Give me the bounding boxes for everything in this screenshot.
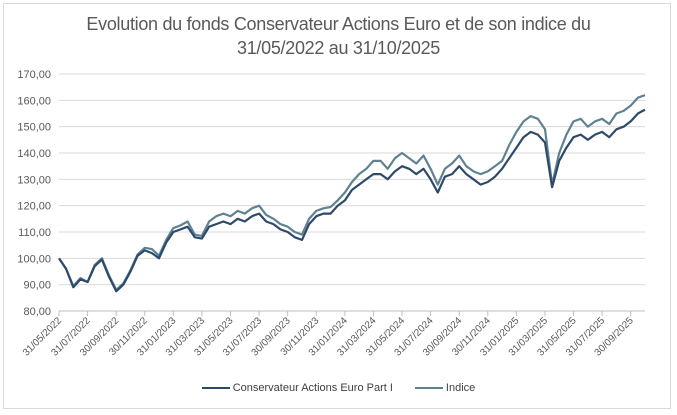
- gridlines: [59, 73, 645, 312]
- series-lines: [58, 94, 646, 293]
- y-tick-label: 150,00: [17, 122, 51, 134]
- legend-label-fund: Conservateur Actions Euro Part I: [232, 382, 393, 394]
- series-line-index: [58, 94, 646, 291]
- x-axis: [58, 310, 645, 316]
- y-tick-label: 90,00: [23, 280, 51, 292]
- legend-item-fund: Conservateur Actions Euro Part I: [201, 382, 393, 394]
- y-tick-label: 170,00: [17, 69, 51, 81]
- chart-title: Evolution du fonds Conservateur Actions …: [0, 12, 677, 60]
- legend-label-index: Indice: [445, 382, 476, 394]
- chart-title-line-2: 31/05/2022 au 31/10/2025: [237, 38, 440, 58]
- y-tick-label: 100,00: [17, 253, 51, 265]
- legend-item-index: Indice: [414, 382, 476, 394]
- y-tick-label: 80,00: [23, 306, 51, 318]
- chart-title-line-1: Evolution du fonds Conservateur Actions …: [86, 14, 591, 34]
- legend: Conservateur Actions Euro Part I Indice: [0, 382, 677, 394]
- y-tick-label: 160,00: [17, 95, 51, 107]
- y-tick-label: 140,00: [17, 148, 51, 160]
- y-tick-label: 120,00: [17, 201, 51, 213]
- x-axis-tick-labels: 31/05/202231/07/202230/09/202230/11/2022…: [21, 315, 636, 358]
- series-line-fund: [58, 108, 646, 293]
- legend-swatch-fund: [201, 387, 230, 389]
- y-tick-label: 130,00: [17, 174, 51, 186]
- legend-swatch-index: [414, 387, 443, 389]
- y-axis-ticks: 80,00 90,00 100,00 110,00 120,00 130,00 140,00…: [17, 69, 51, 318]
- y-tick-label: 110,00: [18, 227, 51, 239]
